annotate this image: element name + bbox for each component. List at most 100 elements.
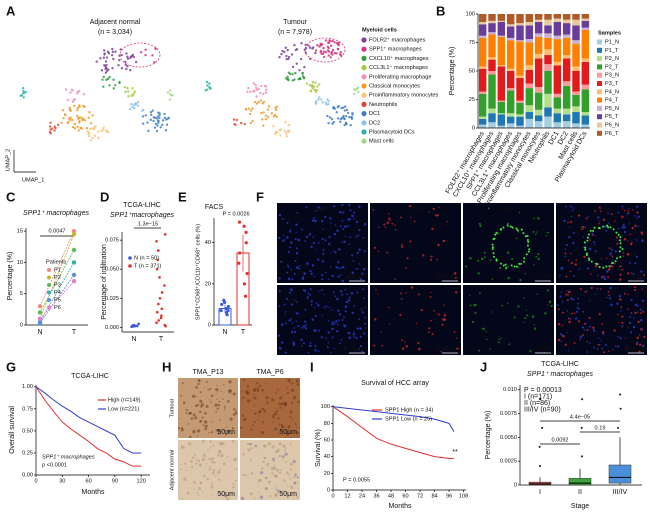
texture: [178, 487, 181, 489]
umap-point: [209, 87, 212, 90]
texture: [218, 400, 221, 403]
y-tick-label: 80: [324, 421, 330, 427]
signal: [618, 265, 621, 268]
signal: [589, 239, 591, 241]
paired-line: [39, 274, 75, 324]
point: [137, 322, 140, 326]
signal: [568, 236, 571, 239]
bar-segment: [497, 101, 506, 114]
texture: [200, 405, 203, 408]
signal: [586, 236, 589, 239]
signal: [609, 254, 611, 256]
umap-point: [356, 86, 360, 89]
signal: [615, 236, 619, 239]
bar-segment: [572, 43, 580, 67]
legend-label: High (n=149): [108, 397, 141, 403]
legend-swatch: [47, 283, 51, 287]
texture: [263, 456, 267, 459]
bar-segment: [534, 115, 543, 122]
texture: [223, 384, 225, 386]
umap-point: [339, 54, 343, 57]
umap-point: [89, 139, 92, 142]
axis-label: Survival (%): [315, 429, 322, 467]
signal: [533, 324, 535, 326]
signal: [340, 339, 343, 341]
panel-title: SPP1⁺ macrophages: [23, 210, 89, 217]
umap-point: [96, 130, 100, 133]
umap-point: [100, 129, 103, 133]
signal: [493, 237, 496, 240]
signal: [606, 270, 609, 273]
legend-swatch: [361, 65, 367, 71]
umap-point: [283, 50, 286, 54]
umap-point: [127, 90, 130, 93]
texture: [249, 492, 253, 496]
point: [163, 233, 167, 236]
bar-segment: [562, 85, 571, 109]
survival-curve: [35, 386, 142, 467]
legend-swatch: [361, 55, 367, 62]
signal: [569, 220, 573, 224]
legend-swatch: [47, 275, 51, 280]
legend-swatch: [361, 74, 367, 80]
signal: [321, 314, 323, 316]
signal: [335, 320, 338, 323]
signal: [492, 252, 495, 255]
bar-segment: [516, 102, 524, 115]
x-tick-label: 36: [373, 493, 379, 499]
umap-point: [112, 57, 115, 61]
signal: [631, 209, 634, 211]
signal: [495, 231, 498, 234]
umap-point: [99, 57, 102, 60]
umap-point: [67, 120, 70, 123]
highlight-ring: [119, 42, 161, 68]
texture: [296, 426, 298, 428]
signal: [627, 209, 629, 212]
signal: [278, 290, 281, 293]
signal: [284, 313, 287, 315]
umap-point: [141, 115, 145, 118]
umap-point: [133, 90, 137, 93]
signal: [427, 331, 430, 333]
texture: [274, 412, 278, 416]
signal: [400, 298, 403, 300]
umap-point: [88, 111, 91, 114]
umap-point: [326, 98, 329, 101]
x-tick-label: N: [131, 336, 136, 343]
bar-segment: [488, 113, 496, 123]
survival-curve: [35, 386, 142, 454]
umap-point: [151, 54, 154, 57]
umap-point: [22, 89, 25, 93]
umap-point: [155, 117, 158, 120]
box: [568, 478, 592, 486]
signal: [473, 303, 476, 307]
y-tick-label: 0.025: [105, 296, 119, 302]
umap-point: [344, 114, 348, 118]
umap-point: [343, 109, 347, 112]
point: [242, 282, 247, 286]
texture: [276, 388, 279, 391]
texture: [259, 495, 264, 499]
signal: [341, 279, 345, 283]
umap-point: [78, 89, 81, 93]
signal: [338, 248, 341, 251]
signal: [535, 233, 537, 235]
texture: [287, 485, 289, 487]
signal: [579, 338, 581, 341]
signal: [295, 251, 299, 255]
x-tick-label: 60: [85, 478, 91, 484]
signal: [511, 226, 514, 229]
legend-swatch: [361, 46, 367, 52]
signal: [333, 250, 335, 252]
signal: [492, 255, 495, 258]
signal: [310, 303, 313, 306]
panel-letter: A: [6, 3, 16, 18]
texture: [241, 414, 245, 418]
signal: [356, 291, 359, 294]
signal: [442, 318, 445, 321]
bar-segment: [572, 71, 580, 92]
signal: [639, 312, 642, 315]
y-tick-label: 0: [20, 322, 23, 328]
signal: [364, 222, 367, 226]
signal: [355, 220, 358, 224]
